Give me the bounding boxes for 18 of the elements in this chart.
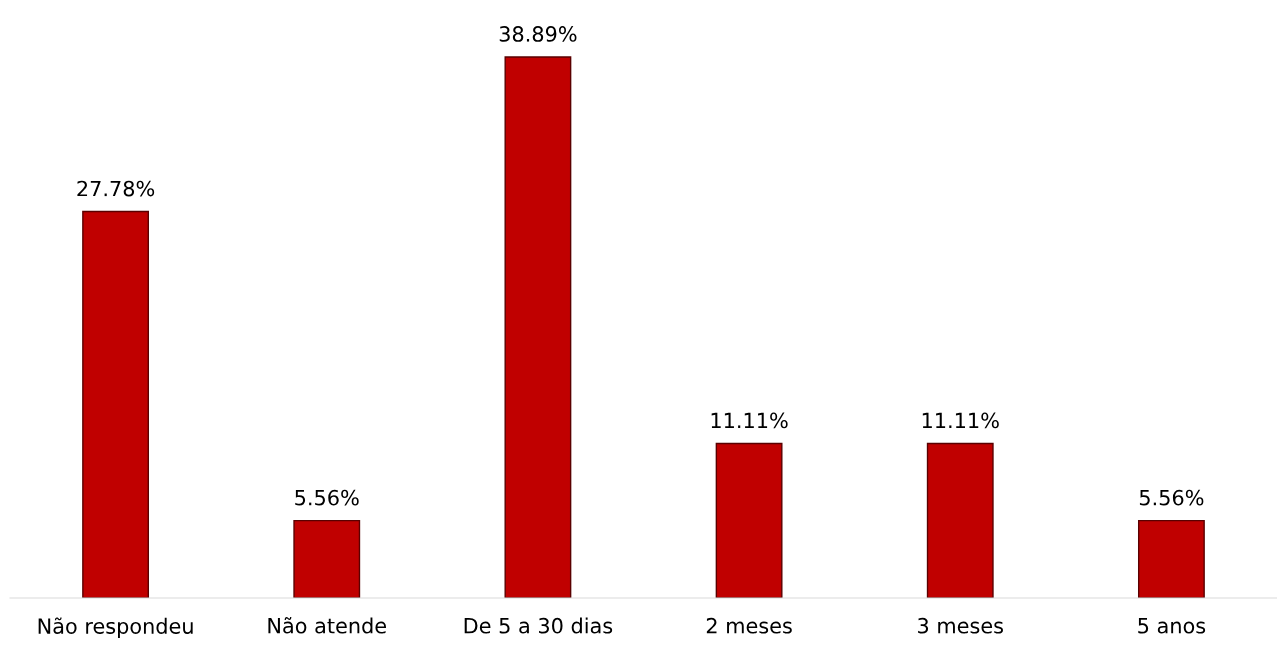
bar [715, 442, 783, 598]
x-tick-label: 3 meses [918, 617, 1003, 634]
data-label: 5.56% [295, 489, 359, 506]
data-label: 11.11% [711, 412, 788, 429]
x-tick-label: 2 meses [706, 617, 792, 634]
x-tick-label: De 5 a 30 dias [464, 617, 613, 634]
data-label: 27.78% [77, 180, 155, 197]
bar [82, 210, 150, 598]
x-tick-label: 5 anos [1138, 618, 1206, 634]
bar [293, 519, 361, 598]
data-label: 38.89% [499, 26, 577, 42]
x-tick-label: Não respondeu [38, 617, 193, 638]
data-label: 11.11% [922, 412, 999, 429]
x-tick-label: Não atende [268, 617, 386, 634]
bar [926, 442, 994, 598]
bar [1137, 519, 1205, 598]
data-label: 5.56% [1139, 489, 1204, 506]
bar [504, 56, 572, 598]
